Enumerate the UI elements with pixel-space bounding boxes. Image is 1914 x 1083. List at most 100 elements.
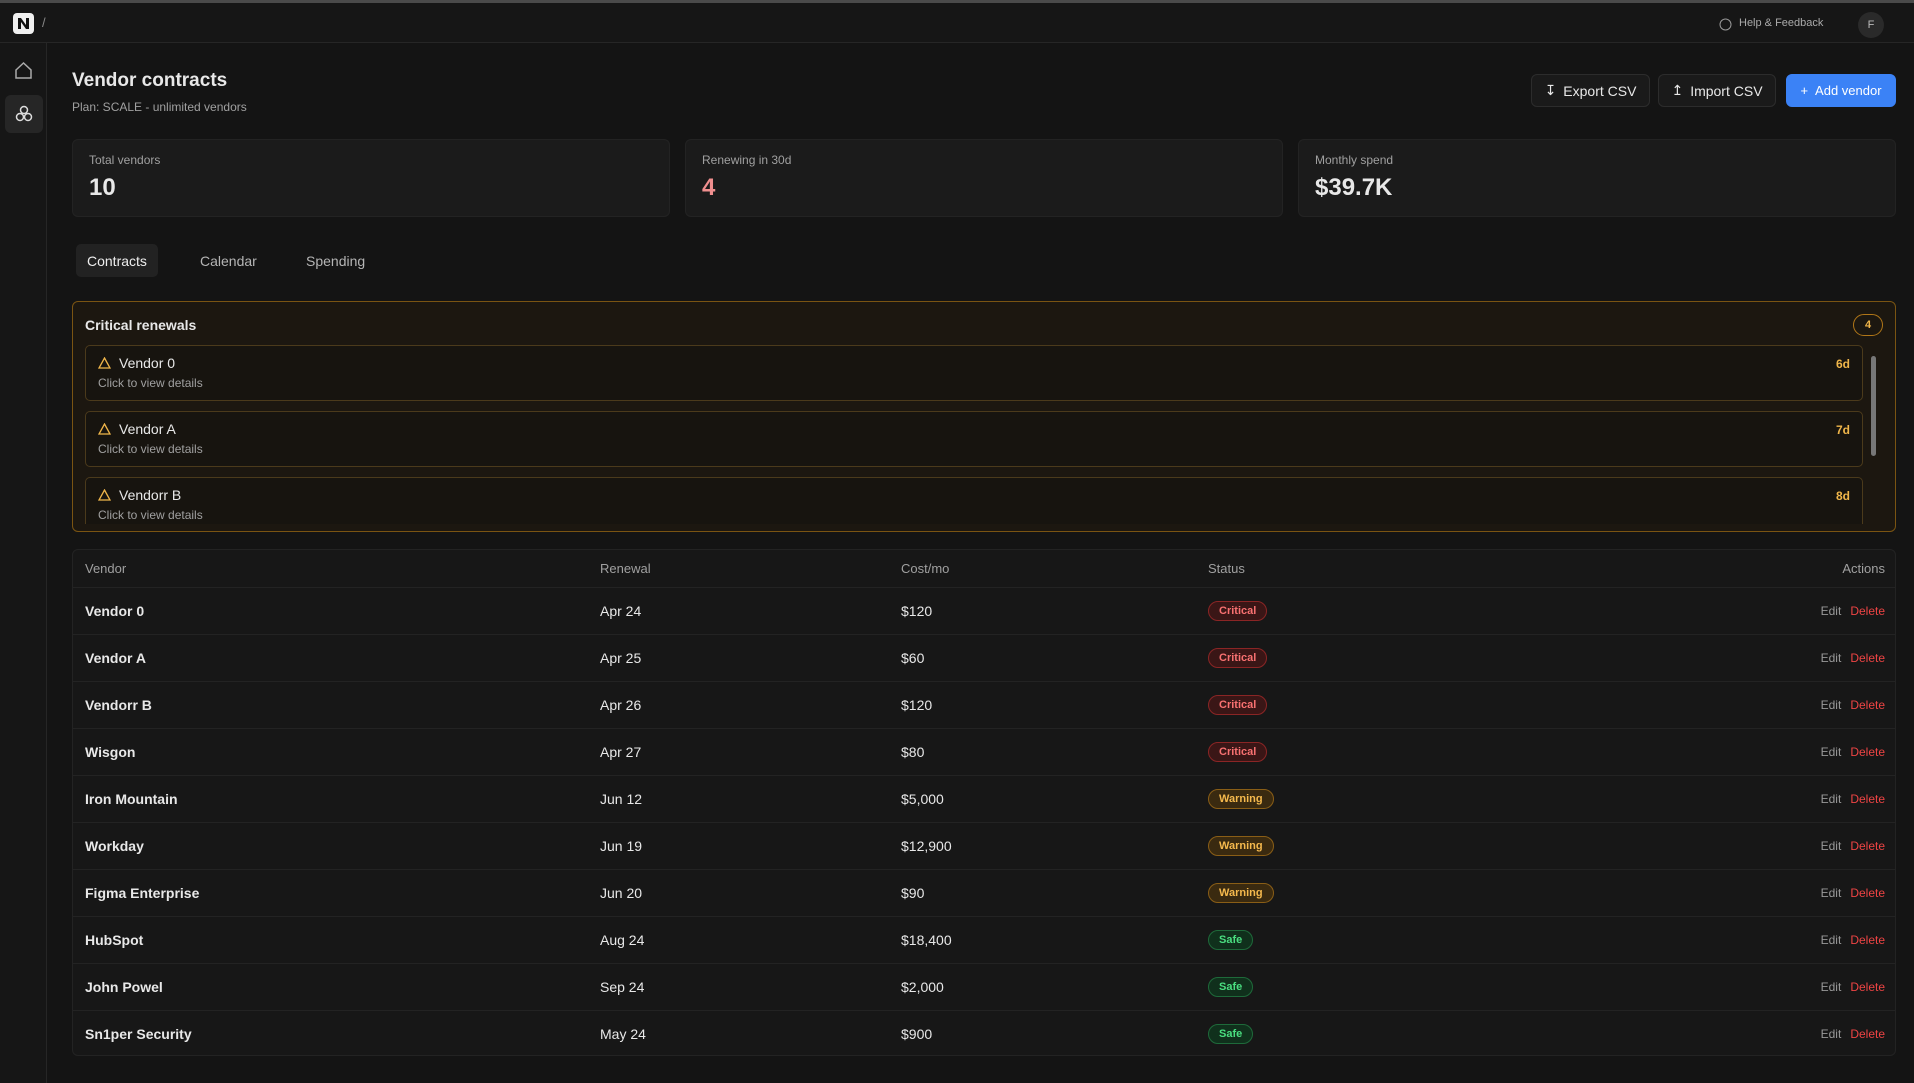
- help-icon: [1719, 18, 1732, 31]
- edit-link[interactable]: Edit: [1820, 933, 1842, 947]
- table-row: Sn1per Security May 24 $900 Safe Edit Delete: [73, 1010, 1895, 1055]
- vendor-name: Vendor 0: [85, 603, 145, 619]
- renewal-date: Aug 24: [600, 932, 645, 948]
- renewal-date: Jun 19: [600, 838, 643, 854]
- vendor-name: John Powel: [85, 979, 163, 995]
- tab[interactable]: Spending: [306, 252, 366, 269]
- stat-card: Renewing in 30d 4: [685, 139, 1283, 217]
- help-link[interactable]: Help & Feedback: [1739, 17, 1824, 29]
- delete-link[interactable]: Delete: [1850, 933, 1885, 947]
- import-button[interactable]: ↥ Import CSV: [1658, 74, 1776, 107]
- column-header: Vendor: [85, 561, 127, 576]
- cost: $90: [901, 885, 925, 901]
- cost: $12,900: [901, 838, 952, 854]
- column-header: Renewal: [600, 561, 651, 576]
- status-cell: Critical: [1208, 588, 1268, 634]
- actions: Edit Delete: [1821, 682, 1885, 728]
- item-name-text: Vendor 0: [119, 355, 176, 371]
- status-badge: Safe: [1208, 1024, 1254, 1044]
- breadcrumb: /: [42, 15, 46, 30]
- item-name-text: Vendorr B: [119, 487, 182, 503]
- table-header: Vendor Renewal Cost/mo Status Actions: [73, 550, 1895, 587]
- cost: $5,000: [901, 791, 944, 807]
- page-title: Vendor contracts: [72, 70, 228, 91]
- status-cell: Warning: [1208, 776, 1274, 822]
- delete-link[interactable]: Delete: [1850, 886, 1885, 900]
- renewal-date: Apr 27: [600, 744, 642, 760]
- count-badge: 4: [1853, 314, 1883, 336]
- critical-item[interactable]: Vendor 0 Click to view details 6d: [85, 345, 1863, 401]
- delete-link[interactable]: Delete: [1850, 604, 1885, 618]
- tab[interactable]: Contracts: [76, 244, 158, 277]
- cost: $120: [901, 603, 933, 619]
- delete-link[interactable]: Delete: [1850, 1027, 1885, 1041]
- add-button[interactable]: + Add vendor: [1786, 74, 1896, 107]
- status-cell: Critical: [1208, 635, 1268, 681]
- status-cell: Warning: [1208, 870, 1274, 916]
- actions: Edit Delete: [1821, 917, 1885, 963]
- table-row: HubSpot Aug 24 $18,400 Safe Edit Delete: [73, 916, 1895, 963]
- renewal-date: Apr 24: [600, 603, 642, 619]
- delete-link[interactable]: Delete: [1850, 651, 1885, 665]
- button-label: Import CSV: [1690, 82, 1763, 99]
- edit-link[interactable]: Edit: [1820, 886, 1842, 900]
- item-name: Vendor 0: [98, 355, 1850, 371]
- stat-label: Monthly spend: [1315, 153, 1394, 167]
- delete-link[interactable]: Delete: [1850, 698, 1885, 712]
- logo[interactable]: [13, 13, 34, 34]
- actions: Edit Delete: [1821, 635, 1885, 681]
- delete-link[interactable]: Delete: [1850, 792, 1885, 806]
- status-badge: Critical: [1208, 695, 1268, 715]
- status-badge: Safe: [1208, 930, 1254, 950]
- cost: $2,000: [901, 979, 944, 995]
- status-cell: Warning: [1208, 823, 1274, 869]
- edit-link[interactable]: Edit: [1820, 651, 1842, 665]
- item-days: 6d: [1835, 357, 1850, 371]
- stat-card: Total vendors 10: [72, 139, 670, 217]
- edit-link[interactable]: Edit: [1820, 980, 1842, 994]
- status-badge: Critical: [1208, 648, 1268, 668]
- critical-item[interactable]: Vendor A Click to view details 7d: [85, 411, 1863, 467]
- vendor-name: Vendorr B: [85, 697, 152, 713]
- column-header: Actions: [1842, 561, 1885, 576]
- vendor-name: Figma Enterprise: [85, 885, 200, 901]
- export-button[interactable]: ↧ Export CSV: [1531, 74, 1650, 107]
- cost: $18,400: [901, 932, 952, 948]
- table-row: Vendorr B Apr 26 $120 Critical Edit Delete: [73, 681, 1895, 728]
- item-days: 7d: [1835, 423, 1850, 437]
- actions: Edit Delete: [1821, 964, 1885, 1010]
- column-header: Status: [1208, 561, 1245, 576]
- actions: Edit Delete: [1820, 1011, 1885, 1055]
- stat-value: 10: [89, 174, 116, 201]
- stat-label: Renewing in 30d: [702, 153, 792, 167]
- table-row: Iron Mountain Jun 12 $5,000 Warning Edit Dele…: [73, 775, 1895, 822]
- button-label: Add vendor: [1815, 83, 1882, 98]
- status-badge: Warning: [1208, 789, 1274, 809]
- top-bar: / Help & Feedback F: [0, 0, 1914, 43]
- table-row: Wisgon Apr 27 $80 Critical Edit Delete: [73, 728, 1895, 775]
- edit-link[interactable]: Edit: [1820, 1027, 1842, 1041]
- status-cell: Critical: [1208, 729, 1268, 775]
- critical-panel: Critical renewals 4 Vendor 0 Click to vie…: [72, 301, 1896, 532]
- item-name-text: Vendor A: [119, 421, 176, 437]
- cost: $60: [901, 650, 925, 666]
- nav-active[interactable]: [5, 95, 43, 133]
- edit-link[interactable]: Edit: [1820, 698, 1842, 712]
- delete-link[interactable]: Delete: [1850, 839, 1885, 853]
- renewal-date: Jun 12: [600, 791, 643, 807]
- edit-link[interactable]: Edit: [1820, 604, 1842, 618]
- tab[interactable]: Calendar: [200, 252, 257, 269]
- edit-link[interactable]: Edit: [1820, 745, 1842, 759]
- delete-link[interactable]: Delete: [1850, 980, 1885, 994]
- item-name: Vendor A: [98, 421, 1850, 437]
- edit-link[interactable]: Edit: [1820, 839, 1842, 853]
- delete-link[interactable]: Delete: [1850, 745, 1885, 759]
- critical-item[interactable]: Vendorr B Click to view details 8d: [85, 477, 1863, 524]
- panel-title: Critical renewals: [85, 317, 197, 333]
- edit-link[interactable]: Edit: [1820, 792, 1842, 806]
- avatar[interactable]: F: [1858, 12, 1884, 38]
- home-icon[interactable]: [14, 61, 33, 80]
- status-badge: Warning: [1208, 883, 1274, 903]
- scrollbar[interactable]: [1871, 356, 1876, 456]
